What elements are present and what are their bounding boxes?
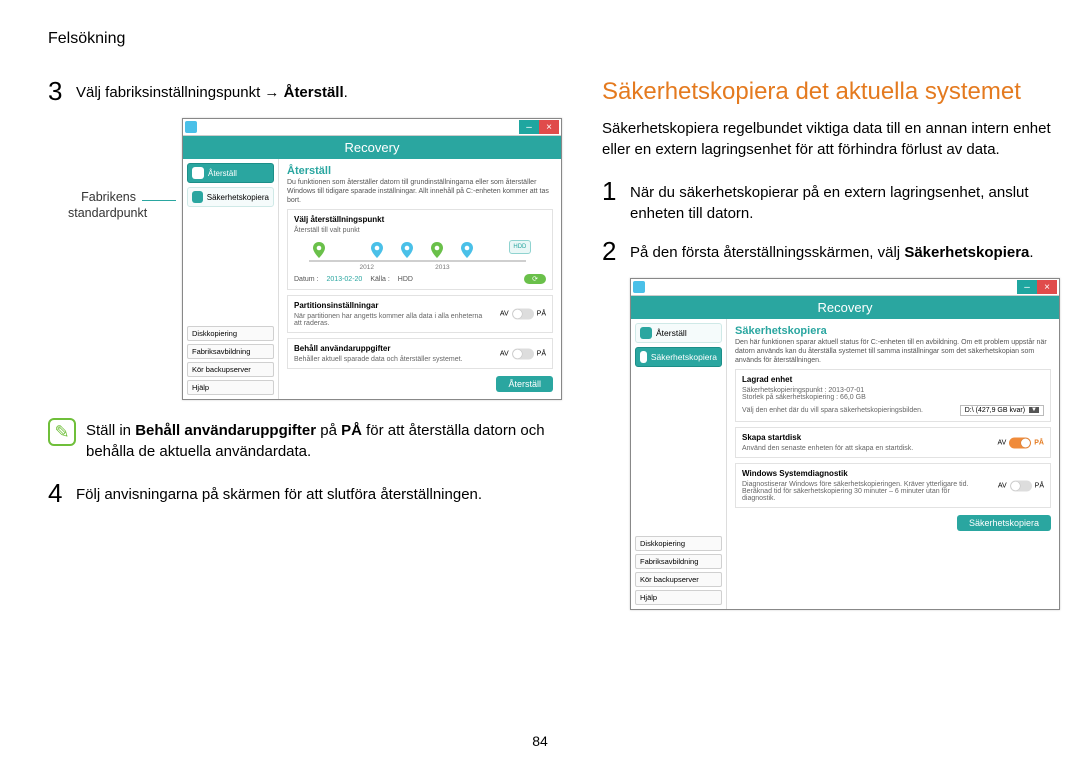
keep-userdata-toggle[interactable]: AVPÅ	[500, 348, 546, 359]
factory-pin-icon[interactable]	[312, 242, 326, 258]
restore-timeline[interactable]: HDD 2012 2013	[294, 238, 546, 272]
note-icon: ✎	[48, 418, 76, 446]
restore-icon	[192, 167, 204, 179]
restore-pin-icon[interactable]	[460, 242, 474, 258]
diskcopy-link[interactable]: Diskkopiering	[635, 536, 722, 551]
view-button[interactable]: ⟳	[524, 274, 546, 284]
help-link[interactable]: Hjälp	[635, 590, 722, 605]
bootdisk-toggle[interactable]: AVPÅ	[997, 437, 1044, 448]
recovery-window-backup: – × Recovery Återställ Säkerhetskopiera	[630, 278, 1060, 610]
sidebar-item-backup[interactable]: Säkerhetskopiera	[187, 187, 274, 207]
restore-button[interactable]: Återställ	[496, 376, 553, 392]
backup-size: Storlek på säkerhetskopiering : 66,0 GB	[742, 394, 1044, 401]
step-number-2: 2	[602, 238, 620, 264]
minimize-button[interactable]: –	[1017, 280, 1037, 294]
restore-subtext: Återställ till valt punkt	[294, 227, 546, 234]
source-label: Källa :	[370, 276, 389, 283]
step-number-4: 4	[48, 480, 66, 506]
factory-point-callout: Fabrikens standardpunkt	[68, 118, 136, 221]
year-label: 2013	[435, 264, 449, 271]
note-text: Ställ in Behåll användaruppgifter på PÅ …	[86, 420, 562, 462]
step-number-3: 3	[48, 78, 66, 104]
step-4-text: Följ anvisningarna på skärmen för att sl…	[76, 484, 482, 505]
backup-icon	[640, 351, 647, 363]
window-title: Recovery	[183, 136, 561, 159]
select-point-label: Välj återställningspunkt	[294, 215, 546, 224]
backup-intro: Säkerhetskopiera regelbundet viktiga dat…	[602, 118, 1060, 160]
partition-toggle[interactable]: AVPÅ	[500, 309, 546, 320]
page-section-header: Felsökning	[48, 30, 1032, 48]
sidebar-item-backup[interactable]: Säkerhetskopiera	[635, 347, 722, 367]
select-drive-text: Välj den enhet där du vill spara säkerhe…	[742, 407, 954, 414]
restore-pin-icon[interactable]	[430, 242, 444, 258]
runbackupserver-link[interactable]: Kör backupserver	[635, 572, 722, 587]
backup-icon	[192, 191, 203, 203]
help-link[interactable]: Hjälp	[187, 380, 274, 395]
date-value: 2013-02-20	[327, 276, 363, 283]
restore-heading: Återställ	[287, 165, 553, 177]
backup-panel-desc: Den här funktionen sparar aktuell status…	[735, 339, 1051, 365]
year-label: 2012	[360, 264, 374, 271]
sidebar-item-restore[interactable]: Återställ	[187, 163, 274, 183]
stored-device-label: Lagrad enhet	[742, 375, 1044, 384]
backup-button[interactable]: Säkerhetskopiera	[957, 515, 1051, 531]
hdd-icon[interactable]: HDD	[509, 240, 531, 254]
factoryimage-link[interactable]: Fabriksavbildning	[187, 344, 274, 359]
close-button[interactable]: ×	[1037, 280, 1057, 294]
window-title: Recovery	[631, 296, 1059, 319]
restore-icon	[640, 327, 652, 339]
brand-logo-icon	[633, 281, 645, 293]
step-3-text: Välj fabriksinställningspunkt → Återstäl…	[76, 82, 348, 103]
restore-pin-icon[interactable]	[400, 242, 414, 258]
diagnostics-toggle[interactable]: AVPÅ	[998, 480, 1044, 491]
drive-select[interactable]: D:\ (427,9 GB kvar)▼	[960, 405, 1044, 416]
restore-pin-icon[interactable]	[370, 242, 384, 258]
callout-leader-line	[142, 200, 176, 201]
step-number-1: 1	[602, 178, 620, 204]
diskcopy-link[interactable]: Diskkopiering	[187, 326, 274, 341]
page-number: 84	[0, 733, 1080, 749]
minimize-button[interactable]: –	[519, 120, 539, 134]
diagnostics-label: Windows Systemdiagnostik	[742, 469, 1044, 478]
factoryimage-link[interactable]: Fabriksavbildning	[635, 554, 722, 569]
brand-logo-icon	[185, 121, 197, 133]
step-1-text: När du säkerhetskopierar på en extern la…	[630, 182, 1060, 224]
backup-heading: Säkerhetskopiera det aktuella systemet	[602, 78, 1060, 106]
source-value: HDD	[398, 276, 413, 283]
runbackupserver-link[interactable]: Kör backupserver	[187, 362, 274, 377]
restore-desc: Du funktionen som återställer datorn til…	[287, 179, 553, 205]
recovery-window-restore: – × Recovery Återställ Säkerhetskopiera	[182, 118, 562, 400]
date-label: Datum :	[294, 276, 319, 283]
backup-panel-heading: Säkerhetskopiera	[735, 325, 1051, 337]
close-button[interactable]: ×	[539, 120, 559, 134]
step-2-text: På den första återställningsskärmen, väl…	[630, 242, 1034, 263]
sidebar-item-restore[interactable]: Återställ	[635, 323, 722, 343]
